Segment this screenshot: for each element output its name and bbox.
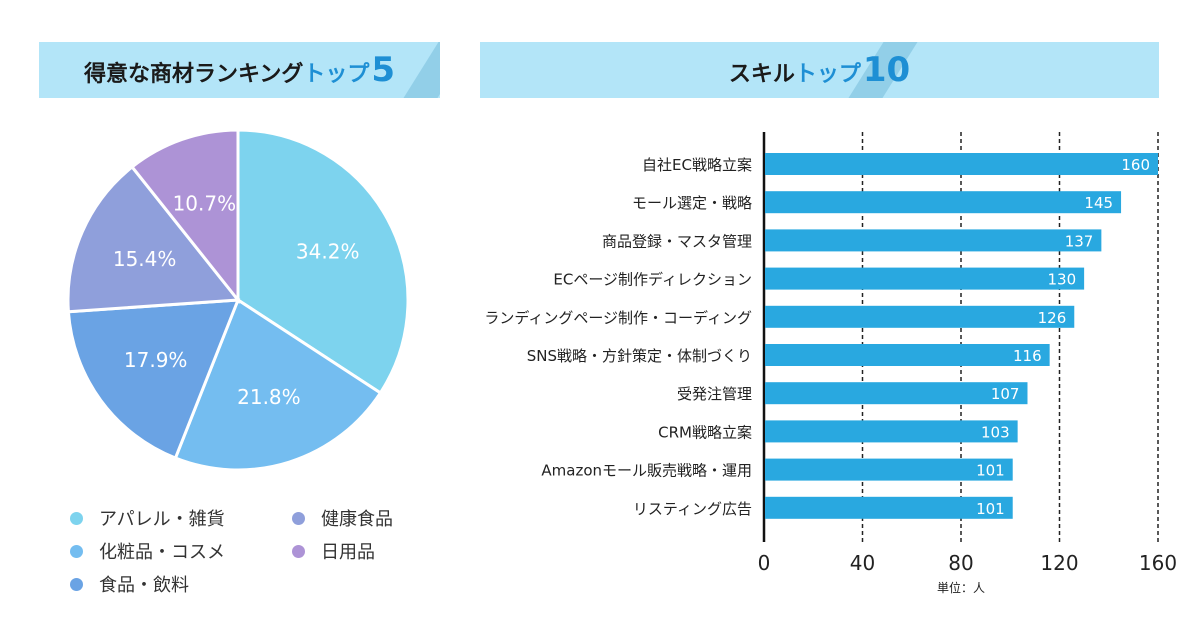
legend-item: 日用品 <box>292 538 375 564</box>
legend-color-dot <box>70 577 83 591</box>
pie-slice <box>66 298 241 461</box>
bar-panel-header: スキルトップ10 <box>480 42 1159 98</box>
x-tick-label: 80 <box>948 551 973 575</box>
bar-value-label: 145 <box>1084 194 1113 212</box>
x-tick-label: 120 <box>1040 551 1078 575</box>
pie-slice-label: 17.9% <box>124 348 188 372</box>
bar <box>765 458 1013 481</box>
bar-value-label: 107 <box>991 385 1020 403</box>
category-label: 商品登録・マスタ管理 <box>602 232 752 250</box>
pie-chart: 34.2% 21.8% 17.9% 15.4% 10.7% <box>66 128 410 472</box>
pie-slice <box>130 128 240 305</box>
category-label: モール選定・戦略 <box>632 194 752 212</box>
pie-slice <box>173 297 383 472</box>
bar-value-label: 160 <box>1121 156 1150 174</box>
bar-value-label: 137 <box>1065 232 1094 250</box>
bar <box>765 344 1050 366</box>
pie-panel-title: 得意な商材ランキングトップ5 <box>83 49 396 90</box>
bar <box>765 496 1013 519</box>
bar <box>765 267 1085 290</box>
legend-color-dot <box>70 511 83 525</box>
bar <box>765 191 1122 214</box>
unit-label: 単位：人 <box>937 580 985 595</box>
bar <box>765 420 1018 443</box>
bar-value-label: 101 <box>976 462 1005 480</box>
legend-item: アパレル・雑貨 <box>70 505 225 531</box>
bar-value-label: 103 <box>981 423 1010 441</box>
legend-item: 健康食品 <box>292 505 393 531</box>
legend-item: 化粧品・コスメ <box>70 538 225 564</box>
category-label: SNS戦略・方針策定・体制づくり <box>527 347 752 365</box>
legend-label: アパレル・雑貨 <box>99 509 225 530</box>
category-label: CRM戦略立案 <box>658 423 752 441</box>
category-label: ECページ制作ディレクション <box>553 271 752 289</box>
bar-value-label: 101 <box>976 500 1005 518</box>
legend-color-dot <box>292 511 305 525</box>
legend-label: 健康食品 <box>321 509 393 530</box>
legend-label: 化粧品・コスメ <box>99 542 225 563</box>
pie-slice-label: 34.2% <box>296 239 360 263</box>
category-label: 自社EC戦略立案 <box>642 156 752 174</box>
category-label: リスティング広告 <box>633 500 752 518</box>
legend-color-dot <box>292 544 305 558</box>
bar <box>765 382 1028 405</box>
bar-value-label: 130 <box>1047 271 1076 289</box>
category-label: 受発注管理 <box>677 385 752 403</box>
legend-label: 食品・飲料 <box>99 575 189 596</box>
pie-panel-header: 得意な商材ランキングトップ5 <box>39 42 440 98</box>
pie-legend: アパレル・雑貨 健康食品化粧品・コスメ 日用品食品・飲料 <box>70 505 450 605</box>
x-tick-label: 40 <box>850 551 875 575</box>
category-label: ランディングページ制作・コーディング <box>484 309 752 327</box>
x-tick-label: 0 <box>758 551 771 575</box>
bar-chart: 0 40 80 120 160 160 自社EC戦略立案 145 モール選定・戦略 137 商品登録… <box>484 132 1177 595</box>
bar <box>765 229 1102 252</box>
bar <box>765 153 1158 175</box>
category-label: Amazonモール販売戦略・運用 <box>541 462 752 480</box>
legend-color-dot <box>70 544 83 558</box>
bar <box>765 305 1075 328</box>
header-decoration <box>403 42 440 98</box>
pie-slice-label: 15.4% <box>113 247 177 271</box>
pie-slice <box>66 164 241 314</box>
legend-label: 日用品 <box>321 542 375 563</box>
legend-item: 食品・飲料 <box>70 571 189 597</box>
pie-slice-label: 21.8% <box>237 385 301 409</box>
x-tick-label: 160 <box>1139 551 1177 575</box>
bar-value-label: 116 <box>1013 347 1042 365</box>
bar-panel-title: スキルトップ10 <box>728 49 911 90</box>
bar-value-label: 126 <box>1038 309 1067 327</box>
pie-slice-label: 10.7% <box>173 192 237 216</box>
